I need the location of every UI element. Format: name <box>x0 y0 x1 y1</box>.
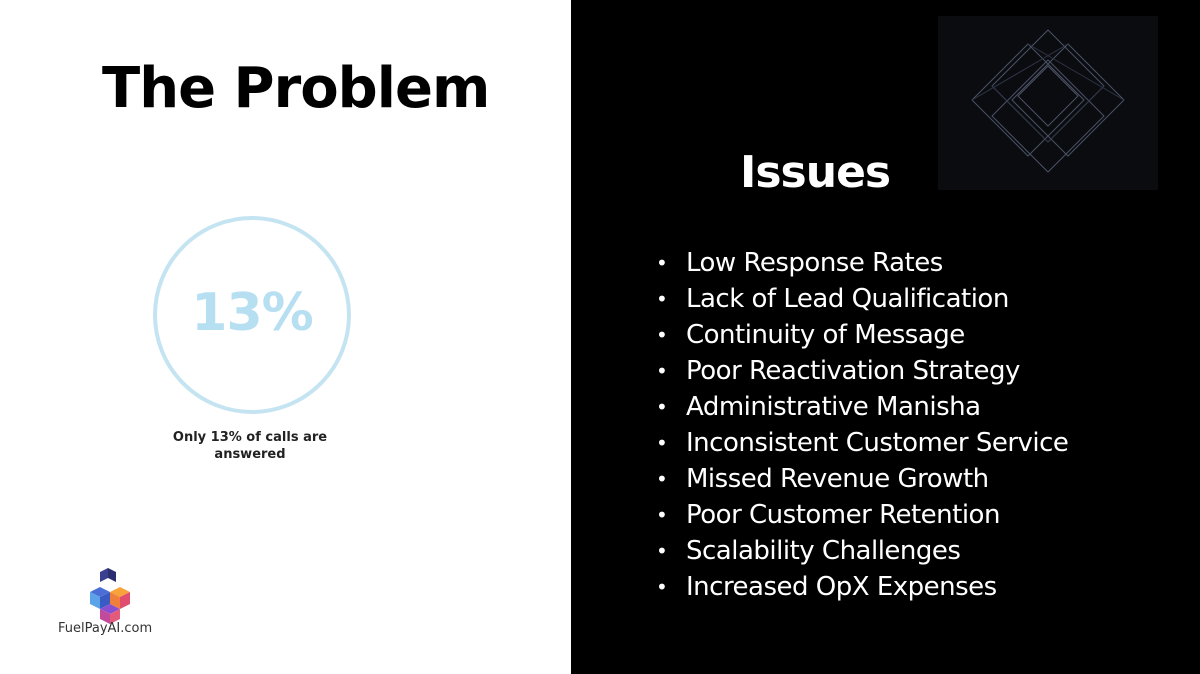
list-item: • Lack of Lead Qualification <box>656 281 1068 317</box>
list-item: • Scalability Challenges <box>656 533 1068 569</box>
issue-label: Continuity of Message <box>686 320 965 350</box>
cube-logo-icon <box>90 568 130 624</box>
bullet-icon: • <box>656 251 668 275</box>
stat-caption: Only 13% of calls are answered <box>172 430 328 462</box>
issue-label: Scalability Challenges <box>686 536 961 566</box>
brand-name: FuelPayAI.com <box>58 621 153 636</box>
bullet-icon: • <box>656 503 668 527</box>
list-item: • Administrative Manisha <box>656 389 1068 425</box>
bullet-icon: • <box>656 467 668 491</box>
issue-label: Inconsistent Customer Service <box>686 428 1069 458</box>
diamond-grid-icon <box>938 16 1158 190</box>
issue-label: Missed Revenue Growth <box>686 464 989 494</box>
issue-label: Lack of Lead Qualification <box>686 284 1009 314</box>
issue-label: Administrative Manisha <box>686 392 981 422</box>
bullet-icon: • <box>656 323 668 347</box>
list-item: • Continuity of Message <box>656 317 1068 353</box>
bullet-icon: • <box>656 395 668 419</box>
list-item: • Low Response Rates <box>656 245 1068 281</box>
stat-ring <box>153 216 351 414</box>
section-heading: Issues <box>740 147 891 198</box>
list-item: • Inconsistent Customer Service <box>656 425 1069 461</box>
bullet-icon: • <box>656 575 668 599</box>
issue-label: Low Response Rates <box>686 248 943 278</box>
bullet-icon: • <box>656 539 668 563</box>
bullet-icon: • <box>656 431 668 455</box>
list-item: • Missed Revenue Growth <box>656 461 1068 497</box>
page-title: The Problem <box>102 56 490 121</box>
list-item: • Increased OpX Expenses <box>656 569 1068 605</box>
stat-value: 13% <box>191 283 313 343</box>
bullet-icon: • <box>656 359 668 383</box>
issues-list: • Low Response Rates • Lack of Lead Qualif… <box>656 245 1069 605</box>
issue-label: Poor Customer Retention <box>686 500 1000 530</box>
bullet-icon: • <box>656 287 668 311</box>
list-item: • Poor Customer Retention <box>656 497 1068 533</box>
issue-label: Increased OpX Expenses <box>686 572 997 602</box>
list-item: • Poor Reactivation Strategy <box>656 353 1068 389</box>
issue-label: Poor Reactivation Strategy <box>686 356 1020 386</box>
